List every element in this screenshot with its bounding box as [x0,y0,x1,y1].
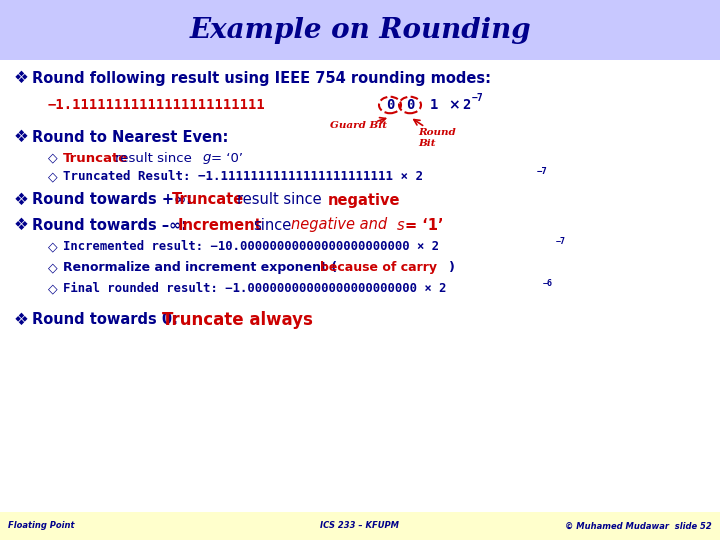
Text: ❖: ❖ [14,128,29,146]
Text: Renormalize and increment exponent (: Renormalize and increment exponent ( [63,261,337,274]
Text: Floating Point: Floating Point [8,522,74,530]
Text: Increment: Increment [178,218,263,233]
Text: ❖: ❖ [14,311,29,329]
Text: ❖: ❖ [14,191,29,209]
Text: s: s [397,218,405,233]
Text: −7: −7 [472,93,484,103]
Text: Guard Bit: Guard Bit [330,120,387,130]
FancyBboxPatch shape [0,512,720,540]
Text: ): ) [449,261,455,274]
Text: © Muhamed Mudawar  slide 52: © Muhamed Mudawar slide 52 [565,522,712,530]
Text: Round
Bit: Round Bit [418,128,456,148]
Text: Truncate: Truncate [172,192,244,207]
Text: Round to Nearest Even:: Round to Nearest Even: [32,130,228,145]
Text: 0: 0 [386,98,394,112]
Text: Round towards –∞:: Round towards –∞: [32,218,187,233]
Text: negative and: negative and [291,218,387,233]
Text: Truncate always: Truncate always [162,311,313,329]
Text: ◇: ◇ [48,240,58,253]
Text: Round following result using IEEE 754 rounding modes:: Round following result using IEEE 754 ro… [32,71,491,85]
Text: −7: −7 [556,238,566,246]
Text: ICS 233 – KFUPM: ICS 233 – KFUPM [320,522,400,530]
Text: ◇: ◇ [48,171,58,184]
Text: ×: × [448,98,459,112]
Text: ◇: ◇ [48,261,58,274]
FancyBboxPatch shape [0,0,720,60]
Text: 0: 0 [406,98,414,112]
Text: Example on Rounding: Example on Rounding [189,17,531,44]
Text: 2: 2 [462,98,470,112]
Text: = ‘1’: = ‘1’ [405,218,444,233]
Text: Final rounded result: −1.00000000000000000000000 × 2: Final rounded result: −1.000000000000000… [63,282,446,295]
Text: since: since [253,218,292,233]
Text: result since: result since [237,192,322,207]
Text: because of carry: because of carry [320,261,437,274]
Text: Truncate: Truncate [63,152,128,165]
Text: −7: −7 [537,167,548,177]
Text: result since: result since [115,152,192,165]
Text: negative: negative [328,192,400,207]
Text: = ‘0’: = ‘0’ [211,152,243,165]
Text: ◇: ◇ [48,282,58,295]
Text: Round towards 0:: Round towards 0: [32,313,178,327]
Text: g: g [203,152,212,165]
Text: ❖: ❖ [14,69,29,87]
Text: ◇: ◇ [48,152,58,165]
Text: 1: 1 [430,98,438,112]
Text: Incremented result: −10.00000000000000000000000 × 2: Incremented result: −10.0000000000000000… [63,240,439,253]
Text: Truncated Result: −1.11111111111111111111111 × 2: Truncated Result: −1.1111111111111111111… [63,171,423,184]
Text: −6: −6 [543,280,553,288]
Text: Round towards +∞:: Round towards +∞: [32,192,192,207]
Text: ❖: ❖ [14,216,29,234]
Text: −1.11111111111111111111111: −1.11111111111111111111111 [48,98,266,112]
